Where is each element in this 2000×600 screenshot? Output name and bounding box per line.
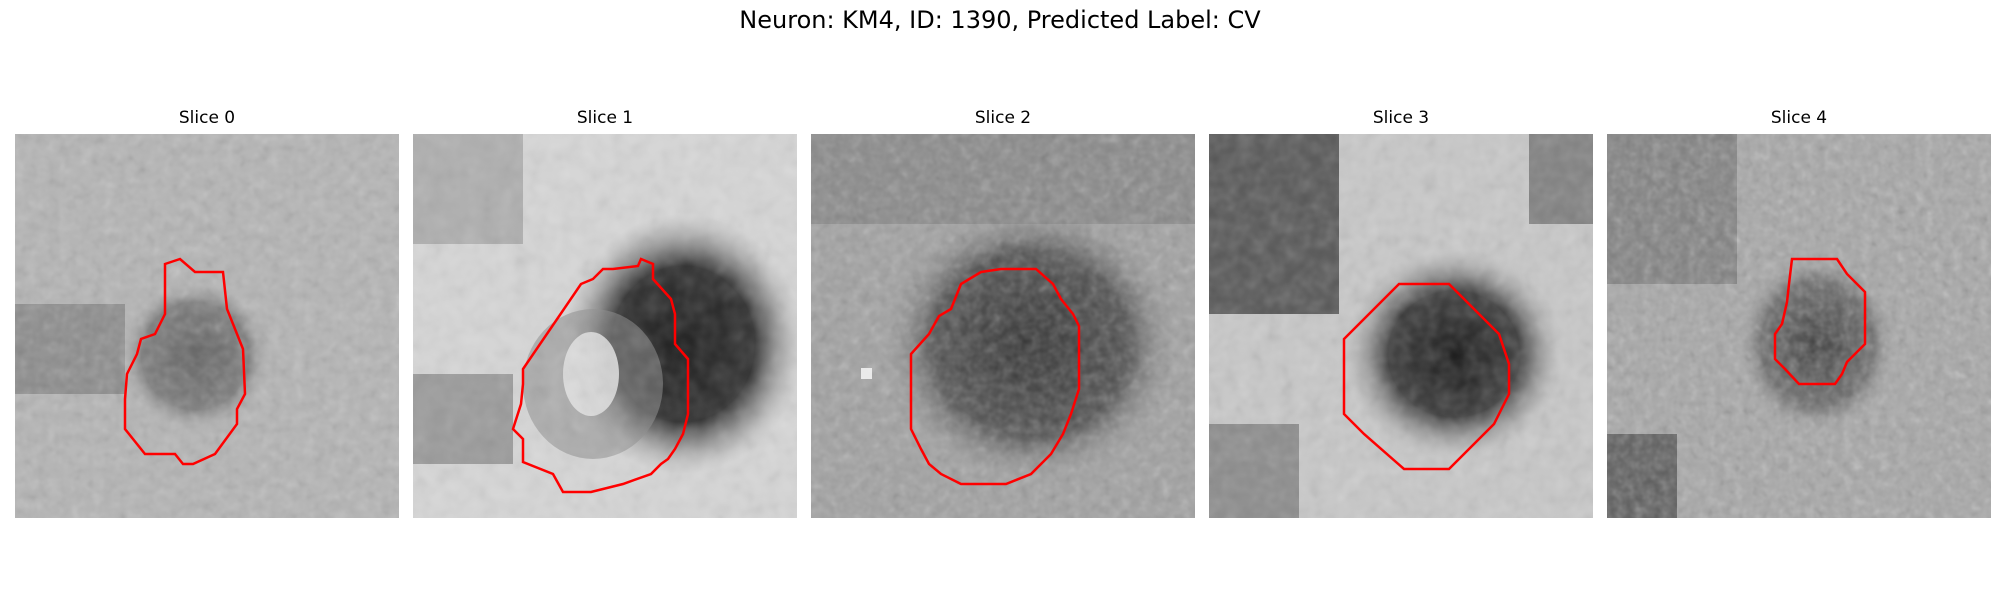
figure-title: Neuron: KM4, ID: 1390, Predicted Label: … [739, 6, 1261, 34]
slice-image-1 [413, 134, 797, 518]
slice-title-4: Slice 4 [1770, 108, 1828, 128]
slice-title-0: Slice 0 [178, 108, 236, 128]
roi-outline [1342, 282, 1511, 471]
roi-outline [123, 257, 247, 466]
roi-outline [1773, 257, 1867, 386]
slice-image-3 [1209, 134, 1593, 518]
roi-outline [909, 267, 1081, 486]
slice-title-2: Slice 2 [974, 108, 1032, 128]
slice-image-2 [811, 134, 1195, 518]
slice-image-4 [1607, 134, 1991, 518]
roi-outline [511, 257, 690, 494]
slice-title-1: Slice 1 [576, 108, 634, 128]
slice-image-0 [15, 134, 399, 518]
slice-title-3: Slice 3 [1372, 108, 1430, 128]
